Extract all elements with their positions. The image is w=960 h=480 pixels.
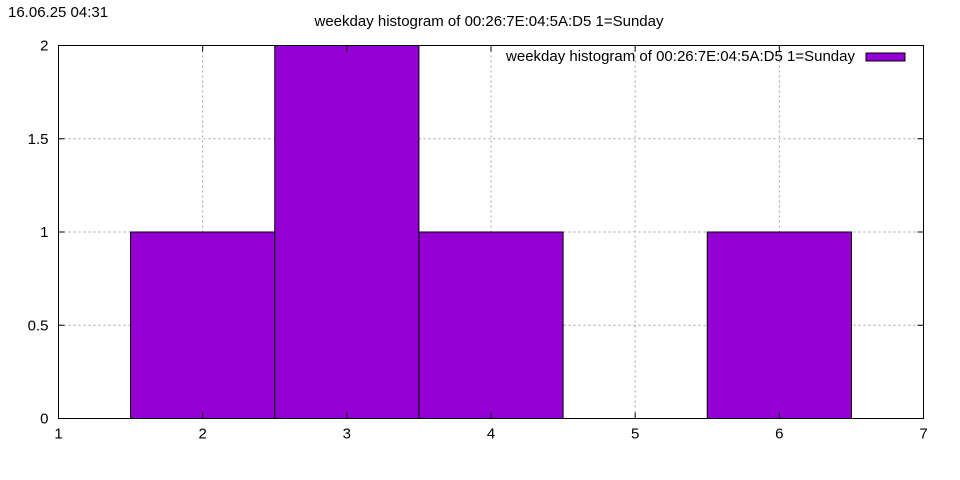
bars	[130, 45, 852, 419]
x-tick-label: 3	[343, 426, 351, 443]
x-tick-label: 7	[919, 426, 927, 443]
x-tick-label: 5	[631, 426, 639, 443]
histogram-bar	[130, 231, 276, 419]
y-tick-label: 0.5	[28, 317, 49, 334]
histogram-bar	[274, 45, 420, 419]
x-tick-label: 4	[487, 426, 495, 443]
legend: weekday histogram of 00:26:7E:04:5A:D5 1…	[505, 48, 906, 65]
x-tick-label: 6	[775, 426, 783, 443]
tick-marks	[58, 45, 924, 419]
timestamp: 16.06.25 04:31	[8, 4, 109, 21]
chart-title: weekday histogram of 00:26:7E:04:5A:D5 1…	[314, 13, 664, 30]
x-tick-label: 2	[198, 426, 206, 443]
x-tick-label: 1	[54, 426, 62, 443]
legend-swatch	[865, 52, 906, 62]
y-tick-label: 2	[40, 38, 48, 55]
histogram-bar	[706, 231, 852, 419]
y-tick-label: 1.5	[28, 131, 49, 148]
y-tick-label: 0	[40, 411, 48, 428]
y-tick-label: 1	[40, 224, 48, 241]
legend-label: weekday histogram of 00:26:7E:04:5A:D5 1…	[505, 48, 855, 65]
y-tick-labels: 0 0.5 1 1.5 2	[28, 38, 49, 428]
x-tick-labels: 1 2 3 4 5 6 7	[54, 426, 927, 443]
histogram-bar	[418, 231, 564, 419]
